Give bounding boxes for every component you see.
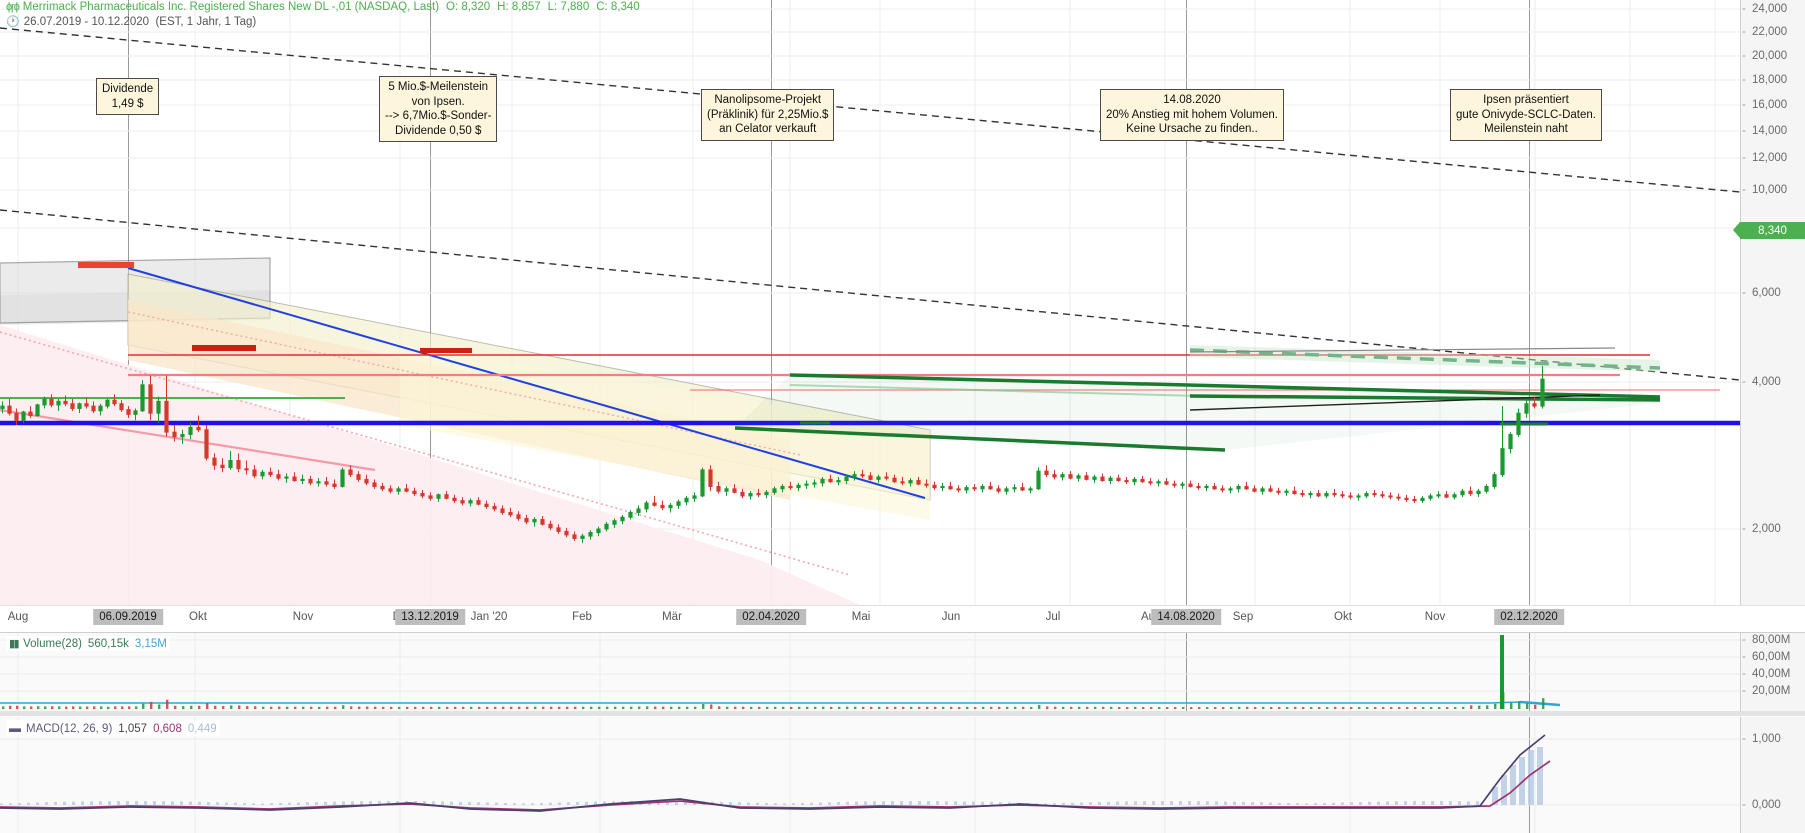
annotation-line: 14.08.2020	[1163, 94, 1221, 106]
date-tick-jul: Jul	[1045, 611, 1061, 623]
date-range-label: 26.07.2019 - 10.12.2020	[23, 15, 150, 28]
annotation-anstieg[interactable]: 14.08.2020 20% Anstieg mit hohem Volumen…	[1100, 89, 1284, 141]
annotation-line: Meilenstein naht	[1484, 123, 1568, 135]
panel-separator-macd	[0, 711, 1805, 716]
date-axis[interactable]: Aug 06.09.2019 Okt Nov De 13.12.2019 Jan…	[0, 605, 1805, 633]
ohlc-close: C: 8,340	[596, 1, 640, 13]
date-tick-mai: Mai	[851, 611, 871, 623]
macd-panel[interactable]: ▬ MACD(12, 26, 9) 1,057 0,608 0,449	[0, 717, 1740, 833]
vmark-02-12-2020	[1529, 0, 1530, 605]
vmark-vol-02-12-2020	[1529, 633, 1530, 711]
annotation-line: 20% Anstieg mit hohem Volumen.	[1106, 108, 1278, 121]
annotation-line: Nanolipsome-Projekt	[714, 94, 822, 106]
last-price-tag: 8,340	[1733, 222, 1805, 239]
annotation-nanoliposome[interactable]: Nanolipsome-Projekt (Präklinik) für 2,25…	[701, 89, 835, 141]
macd-value-1: 1,057	[118, 723, 148, 735]
range-header-row[interactable]: 🕐 26.07.2019 - 10.12.2020 (EST, 1 Jahr, 1…	[6, 15, 257, 29]
volume-value-2: 3,15M	[134, 638, 167, 650]
vmark-02-04-2020	[771, 0, 772, 605]
vmark-13-12-2019	[430, 0, 431, 605]
date-tick-14-08-2020[interactable]: 14.08.2020	[1151, 609, 1221, 625]
chart-header: ɸɼɸ Merrimack Pharmaceuticals Inc. Regist…	[0, 0, 1805, 28]
annotation-dividende[interactable]: Dividende 1,49 $	[96, 78, 160, 115]
symbol-header-row[interactable]: ɸɼɸ Merrimack Pharmaceuticals Inc. Regist…	[6, 1, 640, 13]
date-tick-nov2: Nov	[1424, 611, 1446, 623]
annotation-line: Dividende 0,50 $	[395, 124, 482, 137]
date-tick-maer: Mär	[662, 611, 682, 623]
date-tick-nov: Nov	[292, 611, 314, 623]
macd-value-2: 0,608	[153, 723, 182, 735]
annotation-meilenstein[interactable]: 5 Mio.$-Meilenstein von Ipsen. --> 6,7Mi…	[379, 76, 498, 142]
volume-axis[interactable]: -80,00M -60,00M -40,00M -20,00M	[1740, 633, 1805, 711]
annotation-line: von Ipsen.	[411, 95, 465, 108]
date-tick-feb: Feb	[572, 611, 592, 623]
annotation-line: Ipsen präsentiert	[1483, 94, 1569, 106]
ohlc-low: L: 7,880	[547, 1, 590, 13]
date-tick-06-09-2019[interactable]: 06.09.2019	[93, 609, 163, 625]
date-tick-sep: Sep	[1232, 611, 1254, 623]
date-tick-02-12-2020[interactable]: 02.12.2020	[1494, 609, 1564, 625]
macd-legend: ▬ MACD(12, 26, 9) 1,057 0,608 0,449	[6, 720, 220, 736]
candlestick-icon: ɸɼɸ	[6, 1, 20, 13]
annotation-line: 1,49 $	[111, 97, 144, 110]
macd-drawings	[0, 717, 1740, 833]
volume-legend: ▮▮ Volume(28) 560,15k 3,15M	[6, 636, 170, 651]
macd-axis[interactable]: -1,000 -0,000	[1740, 717, 1805, 833]
volume-value-1: 560,15k	[87, 638, 129, 650]
ohlc-high: H: 8,857	[497, 1, 541, 13]
date-tick-aug: Aug	[7, 611, 29, 623]
annotation-onivyde[interactable]: Ipsen präsentiert gute Onivyde-SCLC-Date…	[1450, 89, 1602, 141]
annotation-line: --> 6,7Mio.$-Sonder-	[385, 110, 492, 122]
volume-panel[interactable]: ▮▮ Volume(28) 560,15k 3,15M	[0, 633, 1740, 711]
candlestick-series	[0, 365, 1545, 544]
price-axis[interactable]: -24,000 -22,000 -20,000 -18,000 -16,000 …	[1740, 0, 1805, 605]
macd-indicator-name: MACD(12, 26, 9)	[26, 723, 113, 735]
date-tick-okt2: Okt	[1334, 611, 1352, 623]
annotation-line: gute Onivyde-SCLC-Daten.	[1456, 108, 1596, 121]
macd-line-icon: ▬	[9, 721, 21, 735]
vmark-vol-14-08-2020	[1186, 633, 1187, 711]
date-tick-jun: Jun	[941, 611, 961, 623]
annotation-line: Dividende	[102, 83, 154, 95]
ohlc-open: O: 8,320	[446, 1, 491, 13]
annotation-line: Keine Ursache zu finden..	[1126, 123, 1258, 135]
annotation-line: 5 Mio.$-Meilenstein	[388, 81, 489, 93]
date-tick-13-12-2019[interactable]: 13.12.2019	[395, 609, 465, 625]
volume-bars-icon: ▮▮	[9, 638, 20, 650]
macd-value-3: 0,449	[187, 723, 217, 735]
symbol-title[interactable]: Merrimack Pharmaceuticals Inc. Registere…	[22, 1, 440, 13]
clock-icon: 🕐	[6, 16, 20, 28]
volume-drawings	[0, 633, 1740, 711]
date-tick-jan20: Jan '20	[470, 611, 508, 623]
date-tick-02-04-2020[interactable]: 02.04.2020	[736, 609, 806, 625]
interval-label: (EST, 1 Jahr, 1 Tag)	[155, 15, 257, 28]
annotation-line: (Präklinik) für 2,25Mio.$	[707, 108, 829, 121]
vmark-14-08-2020	[1186, 0, 1187, 605]
date-tick-okt: Okt	[189, 611, 207, 623]
price-drawings	[0, 0, 1740, 605]
annotation-line: an Celator verkauft	[719, 123, 817, 135]
volume-indicator-name: Volume(28)	[23, 638, 82, 650]
